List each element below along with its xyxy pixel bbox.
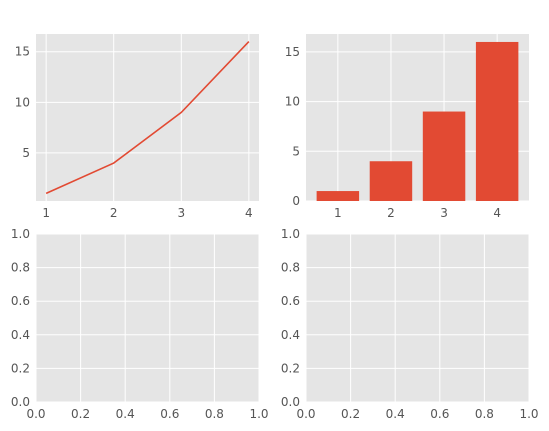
y-tick-label: 15 bbox=[285, 45, 300, 59]
axes-background bbox=[306, 234, 529, 402]
y-tick-label: 0.0 bbox=[11, 395, 30, 409]
y-tick-label: 15 bbox=[15, 45, 30, 59]
x-tick-label: 3 bbox=[177, 206, 185, 220]
x-tick-label: 0.8 bbox=[475, 407, 494, 421]
y-tick-label: 1.0 bbox=[281, 227, 300, 241]
y-tick-label: 0.0 bbox=[281, 395, 300, 409]
axes-background bbox=[36, 234, 259, 402]
y-tick-label: 0.6 bbox=[11, 294, 30, 308]
subplot-1: 1 2 3 4 5 10 15 bbox=[15, 34, 259, 220]
subplot-3: 0.0 0.2 0.4 0.6 0.8 1.0 0.0 0.2 0.4 0.6 0.8 1.0 bbox=[11, 227, 269, 421]
x-tick-label: 3 bbox=[440, 206, 448, 220]
y-tick-label: 10 bbox=[15, 95, 30, 109]
y-tick-label: 0.8 bbox=[11, 261, 30, 275]
x-tick-label: 0.6 bbox=[160, 407, 179, 421]
x-tick-label: 0.0 bbox=[296, 407, 315, 421]
x-tick-label: 1 bbox=[42, 206, 50, 220]
y-tick-label: 0.8 bbox=[281, 261, 300, 275]
subplot-2: 1 2 3 4 0 5 10 15 bbox=[285, 34, 529, 220]
x-tick-label: 1.0 bbox=[519, 407, 538, 421]
axes-background bbox=[36, 34, 259, 201]
x-tick-label: 0.4 bbox=[116, 407, 135, 421]
y-tick-label: 5 bbox=[292, 144, 300, 158]
bar-4 bbox=[475, 41, 519, 202]
y-tick-label: 1.0 bbox=[11, 227, 30, 241]
x-tick-label: 0.2 bbox=[341, 407, 360, 421]
y-tick-label: 10 bbox=[285, 95, 300, 109]
x-tick-label: 0.0 bbox=[26, 407, 45, 421]
x-tick-label: 1.0 bbox=[249, 407, 268, 421]
x-tick-label: 2 bbox=[387, 206, 395, 220]
x-tick-label: 0.8 bbox=[205, 407, 224, 421]
x-tick-label: 1 bbox=[334, 206, 342, 220]
y-tick-label: 0.6 bbox=[281, 294, 300, 308]
bar-3 bbox=[422, 111, 466, 201]
y-tick-label: 0.2 bbox=[281, 361, 300, 375]
y-tick-label: 0.4 bbox=[11, 328, 30, 342]
subplot-4: 0.0 0.2 0.4 0.6 0.8 1.0 0.0 0.2 0.4 0.6 0.8 1.0 bbox=[281, 227, 539, 421]
x-tick-label: 0.6 bbox=[430, 407, 449, 421]
y-tick-label: 0.4 bbox=[281, 328, 300, 342]
y-tick-label: 0.2 bbox=[11, 361, 30, 375]
bar-1 bbox=[316, 191, 360, 201]
series-line bbox=[45, 41, 250, 195]
x-tick-label: 4 bbox=[493, 206, 501, 220]
x-tick-label: 0.2 bbox=[71, 407, 90, 421]
x-tick-label: 4 bbox=[245, 206, 253, 220]
x-tick-label: 2 bbox=[110, 206, 118, 220]
x-tick-label: 0.4 bbox=[386, 407, 405, 421]
y-tick-label: 0 bbox=[292, 194, 300, 208]
y-tick-label: 5 bbox=[22, 146, 30, 160]
bar-2 bbox=[369, 161, 413, 201]
